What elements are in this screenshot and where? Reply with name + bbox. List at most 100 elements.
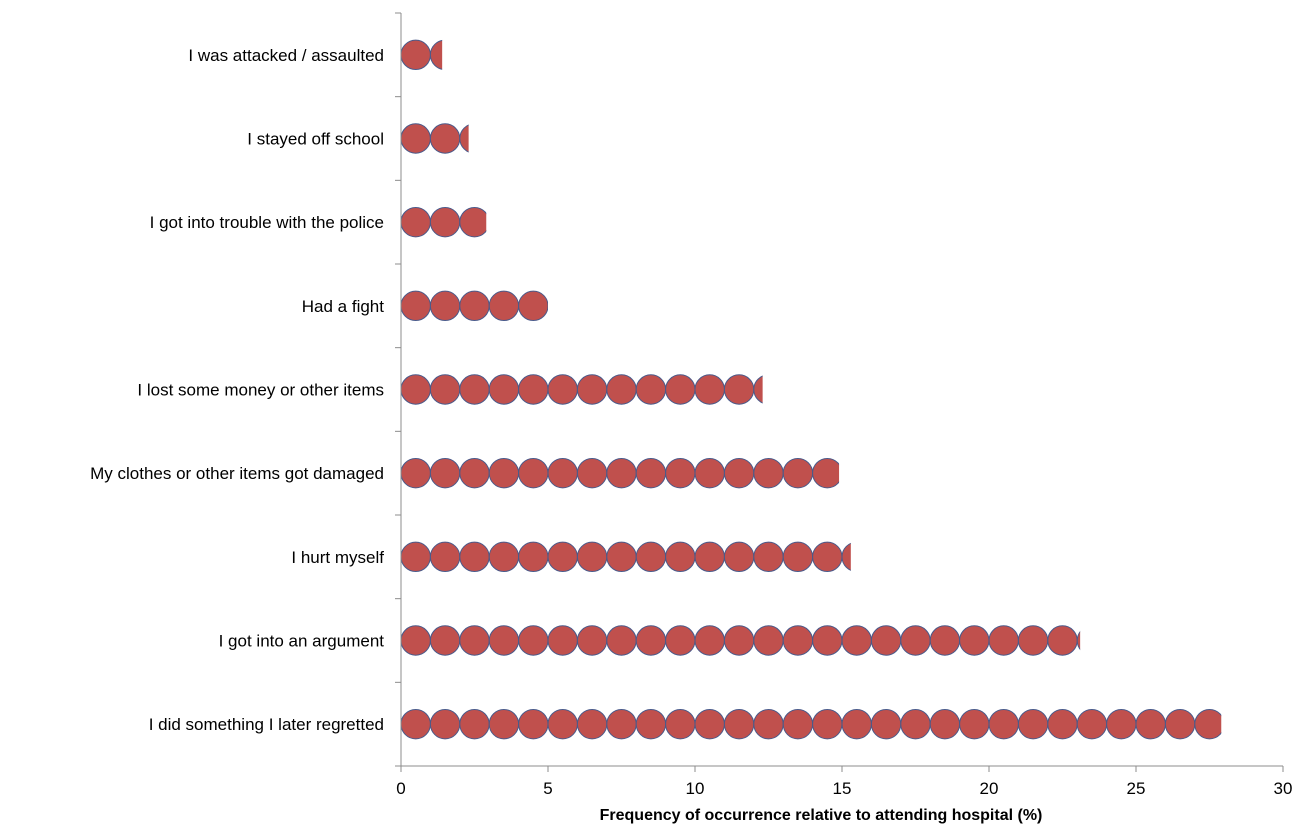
bar-marker: [459, 124, 469, 153]
bar-marker: [635, 374, 667, 405]
x-tick-label: 20: [980, 779, 999, 798]
category-label: I lost some money or other items: [137, 381, 384, 400]
x-tick-label: 10: [686, 779, 705, 798]
bar-marker: [429, 541, 461, 573]
bar-marker: [429, 39, 443, 70]
bar-marker: [959, 708, 990, 740]
bar-marker: [753, 625, 784, 656]
bar-marker: [782, 457, 814, 489]
bar-marker: [929, 708, 961, 740]
ticks-layer: [395, 12, 1284, 772]
bar-marker: [488, 541, 520, 573]
bar-marker: [812, 708, 843, 740]
bar-marker: [1194, 708, 1222, 740]
bar-marker: [900, 708, 931, 740]
bar-marker: [870, 625, 902, 656]
bars-layer: [401, 39, 1222, 740]
bar-marker: [429, 206, 461, 238]
bar-marker: [988, 708, 1019, 740]
bar-marker: [488, 625, 520, 656]
bar: [401, 457, 840, 489]
x-axis-title: Frequency of occurrence relative to atte…: [600, 807, 1043, 824]
bar-marker: [547, 625, 578, 656]
bar-marker: [518, 541, 549, 573]
bar-marker: [1164, 708, 1196, 740]
bar-marker: [401, 625, 431, 656]
bar-marker: [488, 290, 520, 322]
bar-marker: [459, 625, 490, 656]
bar-marker: [547, 541, 578, 573]
bar-marker: [547, 374, 578, 405]
bar: [401, 206, 487, 238]
category-label: My clothes or other items got damaged: [90, 464, 384, 483]
bar-marker: [665, 541, 696, 573]
bar-marker: [429, 374, 461, 405]
bar-marker: [694, 457, 725, 489]
bar-marker: [518, 374, 549, 405]
x-tick-label: 25: [1127, 779, 1146, 798]
bar-marker: [488, 708, 520, 740]
x-tick-label: 0: [396, 779, 405, 798]
bar-marker: [753, 708, 784, 740]
category-label: I stayed off school: [247, 130, 384, 149]
bar-marker: [959, 625, 990, 656]
bar-marker: [606, 625, 637, 656]
bar: [401, 123, 469, 154]
bar-marker: [1017, 625, 1049, 656]
bar-marker: [635, 541, 667, 573]
labels-layer: 0 5 10 15 20 25 30 I was attacked / assaulted I …: [90, 46, 1292, 798]
bar-marker: [694, 708, 725, 740]
bar-marker: [988, 625, 1019, 656]
bar-marker: [929, 625, 961, 656]
bar-marker: [401, 39, 431, 71]
bar-marker: [870, 708, 902, 740]
bar-marker: [576, 457, 608, 489]
bar-marker: [841, 542, 851, 571]
bar-marker: [723, 457, 755, 489]
bar-marker: [665, 374, 696, 405]
bar-marker: [547, 457, 578, 489]
bar-marker: [401, 206, 431, 238]
bar-marker: [1047, 708, 1078, 740]
bar-marker: [1106, 708, 1137, 740]
bar: [401, 625, 1081, 656]
bar-marker: [401, 457, 431, 489]
bar-marker: [635, 457, 667, 489]
bar-marker: [723, 708, 755, 740]
bar-marker: [665, 625, 696, 656]
bar-marker: [547, 708, 578, 740]
bar-marker: [606, 374, 637, 405]
bar-marker: [1135, 708, 1166, 740]
bar-marker: [900, 625, 931, 656]
bar-marker: [753, 541, 784, 573]
bar-marker: [635, 625, 667, 656]
bar-marker: [812, 541, 843, 573]
bar: [401, 708, 1222, 740]
category-label: Had a fight: [302, 297, 384, 316]
bar-marker: [782, 625, 814, 656]
bar-marker: [518, 625, 549, 656]
bar-marker: [429, 625, 461, 656]
bar-marker: [812, 457, 840, 489]
bar: [401, 374, 763, 405]
bar-marker: [694, 541, 725, 573]
bar-marker: [1047, 625, 1078, 656]
bar: [401, 541, 851, 573]
bar-marker: [488, 374, 520, 405]
bar-marker: [753, 457, 784, 489]
bar-marker: [723, 625, 755, 656]
bar: [401, 39, 443, 71]
bar-marker: [753, 375, 763, 404]
bar-marker: [459, 290, 490, 322]
bar-marker: [782, 708, 814, 740]
bar-marker: [1076, 708, 1108, 740]
category-label: I got into trouble with the police: [150, 213, 384, 232]
bar-marker: [401, 290, 431, 322]
category-label: I got into an argument: [219, 632, 385, 651]
x-tick-label: 30: [1274, 779, 1293, 798]
bar-marker: [401, 541, 431, 573]
bar-marker: [459, 374, 490, 405]
bar-marker: [429, 123, 461, 154]
bar-marker: [459, 541, 490, 573]
